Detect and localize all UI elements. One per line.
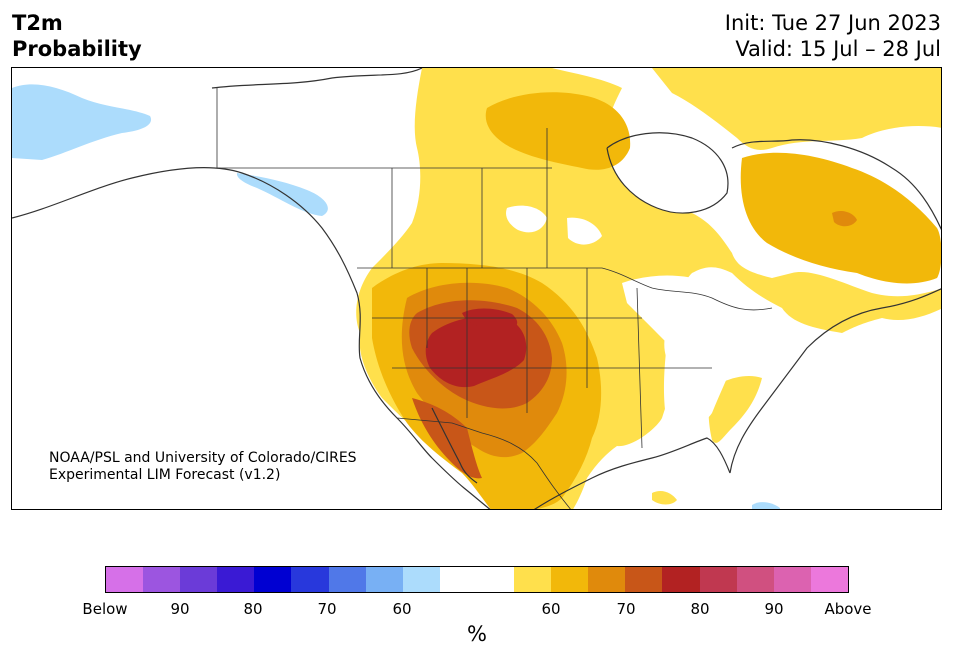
us-canada-border: [357, 267, 773, 311]
below-normal-region-bermuda: [752, 502, 780, 509]
above-normal-70-region-spot: [832, 210, 857, 227]
normal-pocket-greatlakes: [622, 275, 747, 429]
arctic-coastline: [211, 68, 423, 89]
colorbar-segment: [773, 567, 811, 592]
colorbar-tick-label: Below: [82, 600, 128, 618]
probability-map: [11, 67, 942, 510]
colorbar-segment: [365, 567, 403, 592]
map-title: T2m Probability: [12, 10, 142, 62]
colorbar-segment: [291, 567, 329, 592]
above-normal-50-region-east: [652, 68, 941, 150]
colorbar-segment: [143, 567, 181, 592]
map-canvas: [12, 68, 941, 509]
colorbar-segment: [625, 567, 663, 592]
credit-line-2: Experimental LIM Forecast (v1.2): [49, 467, 281, 483]
gulf-coastline: [534, 437, 731, 509]
colorbar-segment: [106, 567, 144, 592]
labrador-coastline: [731, 139, 941, 231]
below-normal-region-gulf: [236, 173, 328, 216]
colorbar-tick-label: 60: [541, 600, 561, 618]
colorbar-tick-label: 90: [764, 600, 784, 618]
colorbar-segment: [254, 567, 292, 592]
init-date: Init: Tue 27 Jun 2023: [724, 11, 941, 35]
colorbar-tick-label: 70: [616, 600, 636, 618]
title-line-1: T2m: [12, 11, 63, 35]
colorbar-segment: [476, 567, 515, 592]
atlantic-coastline: [729, 288, 941, 474]
colorbar-tick-label: 70: [317, 600, 337, 618]
us-mexico-border: [396, 417, 571, 509]
above-normal-60-region-canada: [485, 92, 631, 170]
valid-dates: Valid: 15 Jul – 28 Jul: [735, 37, 941, 61]
pacific-coastline: [12, 166, 491, 509]
forecast-dates: Init: Tue 27 Jun 2023 Valid: 15 Jul – 28…: [725, 10, 941, 62]
above-normal-50-region-southeast: [708, 376, 762, 443]
colorbar-segment: [439, 567, 477, 592]
hudson-bay-coastline: [606, 132, 729, 214]
title-line-2: Probability: [12, 37, 142, 61]
credit-line-1: NOAA/PSL and University of Colorado/CIRE…: [49, 450, 357, 466]
colorbar-tick-label: 80: [243, 600, 263, 618]
coastlines: [12, 68, 941, 509]
credit-text: NOAA/PSL and University of Colorado/CIRE…: [49, 450, 357, 484]
colorbar-segment: [736, 567, 774, 592]
colorbar-tick-label: Above: [824, 600, 872, 618]
colorbar-unit: %: [467, 622, 487, 646]
colorbar-segment: [514, 567, 552, 592]
colorbar-segment: [588, 567, 626, 592]
colorbar-tick-label: 60: [392, 600, 412, 618]
normal-pocket-hudson: [607, 132, 728, 213]
colorbar-segment: [662, 567, 700, 592]
baja-coastline: [431, 407, 478, 484]
colorbar-tick-label: 80: [690, 600, 710, 618]
above-normal-50-region-caribbean: [652, 490, 677, 505]
below-normal-region-alaska: [12, 84, 152, 160]
colorbar: [105, 566, 849, 593]
political-borders: [216, 88, 773, 509]
colorbar-segment: [551, 567, 589, 592]
colorbar-segment: [328, 567, 366, 592]
normal-pocket-prairie: [506, 205, 547, 233]
colorbar-tick-label: 90: [170, 600, 190, 618]
normal-pocket-manitoba: [567, 217, 602, 245]
above-normal-90-region: [425, 316, 527, 388]
colorbar-segment: [217, 567, 255, 592]
above-normal-90-region-ne: [462, 308, 518, 330]
colorbar-segment: [699, 567, 737, 592]
colorbar-segment: [180, 567, 218, 592]
colorbar-segment: [402, 567, 440, 592]
colorbar-segment: [810, 567, 848, 592]
